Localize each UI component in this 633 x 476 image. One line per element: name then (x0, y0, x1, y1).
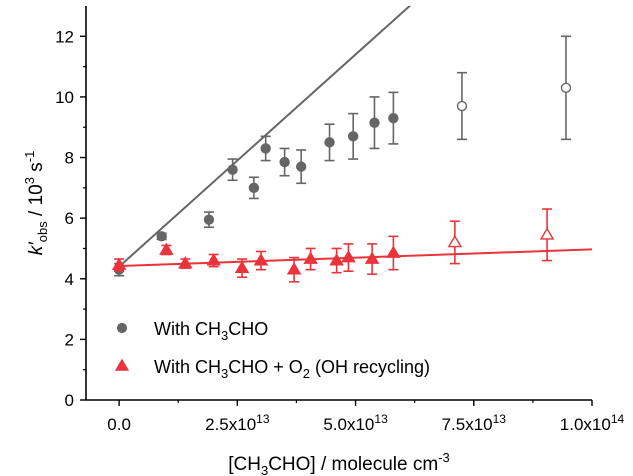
marker-triangle (234, 260, 250, 274)
x-tick-label: 1.0x1014 (560, 412, 625, 434)
marker-circle (260, 143, 271, 154)
series-2-point (329, 247, 344, 274)
series-2-point (539, 208, 555, 262)
marker-circle (248, 182, 260, 194)
series-1-point (456, 71, 468, 141)
marker-triangle (386, 245, 401, 258)
legend-label: With CH3CHO (154, 319, 268, 343)
series-1-point (388, 91, 399, 145)
legend: With CH3CHO With CH3CHO + O2 (OH recyclin… (114, 319, 430, 381)
series-2-point (253, 250, 269, 271)
fit-line-2 (119, 248, 592, 268)
marker-circle (279, 156, 290, 168)
marker-circle (203, 214, 215, 225)
marker-circle (388, 112, 399, 124)
series-2-point (303, 247, 318, 271)
series-2-point (447, 220, 463, 265)
series-2-point (159, 242, 174, 256)
x-tick-label: 2.5x1013 (205, 412, 270, 434)
marker-triangle (111, 257, 127, 270)
y-tick-label: 10 (55, 88, 74, 107)
series-2-point (178, 256, 193, 269)
marker-triangle (286, 262, 302, 275)
series-1-point (369, 96, 380, 150)
fit-line-1 (118, 6, 412, 268)
marker-circle (560, 82, 572, 94)
marker-circle (347, 131, 359, 142)
series-2-point (206, 253, 221, 268)
series-2-point (364, 243, 380, 276)
x-tick-label: 7.5x1013 (442, 412, 507, 434)
data-points (111, 35, 572, 283)
marker-circle (227, 164, 238, 175)
y-tick-label: 6 (65, 209, 74, 228)
marker-circle (456, 100, 468, 112)
axis-titles: [CH3CHO] / molecule cm-3 k′obs / 103 s-1 (22, 151, 450, 476)
marker-circle (295, 161, 307, 172)
marker-triangle (206, 253, 221, 266)
y-tick-label: 0 (65, 391, 74, 410)
marker-triangle (303, 251, 318, 264)
series-1-point (279, 147, 290, 177)
fit-lines (118, 6, 592, 268)
legend-circle-icon (116, 322, 128, 334)
series-1-point (260, 135, 271, 162)
y-tick-label: 2 (65, 330, 74, 349)
marker-triangle (253, 253, 269, 266)
legend-item-2: With CH3CHO + O2 (OH recycling) (114, 357, 430, 381)
x-tick-label: 0.0 (107, 415, 131, 434)
marker-circle (324, 137, 335, 148)
marker-circle (156, 231, 167, 242)
series-2-point (234, 258, 250, 279)
series-2-point (286, 256, 302, 283)
marker-triangle (539, 227, 555, 240)
legend-item-1: With CH3CHO (116, 319, 268, 343)
legend-label: With CH3CHO + O2 (OH recycling) (154, 357, 430, 381)
series-1-point (324, 123, 335, 162)
series-1-point (347, 112, 359, 160)
marker-triangle (159, 242, 174, 255)
series-1-point (156, 231, 167, 242)
marker-circle (369, 117, 380, 128)
series-1-point (248, 176, 260, 200)
y-tick-label: 8 (65, 149, 74, 168)
series-2-point (111, 257, 127, 272)
marker-triangle (341, 250, 356, 263)
marker-triangle (178, 256, 193, 269)
series-1-point (295, 149, 307, 185)
series-1-point (227, 158, 238, 182)
y-tick-label: 12 (55, 27, 74, 46)
marker-triangle (447, 234, 463, 248)
x-axis-title: [CH3CHO] / molecule cm-3 (228, 450, 450, 476)
series-2-point (386, 235, 401, 271)
marker-triangle (364, 251, 380, 264)
x-tick-label: 5.0x1013 (323, 412, 388, 434)
y-tick-label: 4 (65, 270, 74, 289)
axes: 0 2 4 6 8 10 12 0.0 2.5x1013 5.0x1013 7.5x1013 1.0x… (55, 6, 625, 434)
legend-triangle-icon (114, 358, 130, 371)
y-axis-title: k′obs / 103 s-1 (22, 151, 50, 256)
series-1-point (203, 211, 215, 229)
series-2-point (341, 243, 356, 272)
marker-triangle (329, 253, 344, 266)
series-1-point (560, 35, 572, 141)
